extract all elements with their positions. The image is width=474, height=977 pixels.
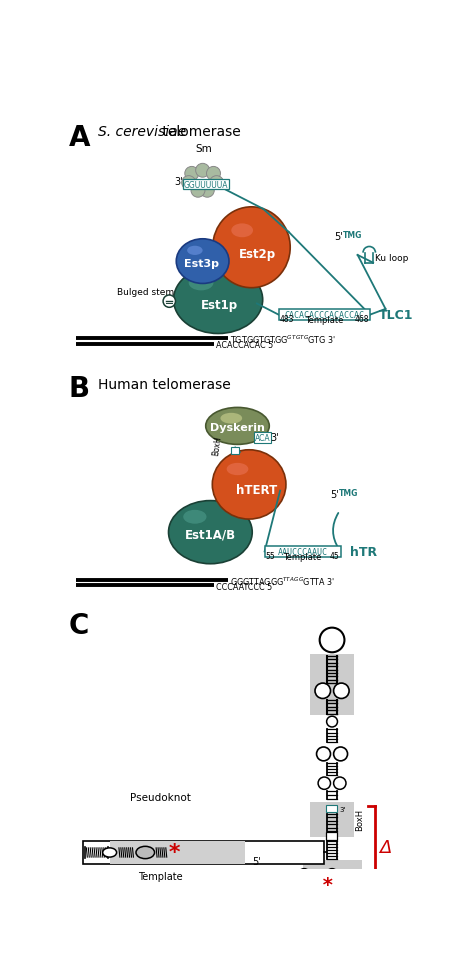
Circle shape [299, 869, 310, 879]
Text: telomerase: telomerase [158, 125, 241, 139]
Ellipse shape [212, 450, 286, 520]
Text: 483: 483 [279, 316, 294, 324]
Bar [326, 805, 337, 813]
Text: Δ: Δ [379, 838, 392, 856]
Text: Template: Template [283, 552, 322, 561]
Text: S. cerevisiae: S. cerevisiae [98, 125, 186, 139]
Text: Dyskerin: Dyskerin [210, 423, 265, 433]
Ellipse shape [169, 501, 252, 564]
Text: *: * [167, 842, 181, 863]
Circle shape [210, 177, 224, 191]
Ellipse shape [189, 276, 213, 291]
Text: 5': 5' [253, 856, 261, 866]
Text: A: A [69, 123, 90, 151]
Ellipse shape [231, 224, 253, 238]
Circle shape [185, 167, 199, 181]
Circle shape [182, 177, 196, 191]
Ellipse shape [176, 239, 229, 284]
Text: Est3p: Est3p [183, 258, 219, 269]
Text: 3': 3' [175, 177, 183, 187]
Circle shape [318, 778, 330, 789]
Bar [302, 861, 362, 893]
Text: C: C [69, 612, 89, 640]
Text: *: * [321, 875, 333, 894]
Circle shape [163, 296, 175, 308]
Bar [231, 448, 239, 454]
Circle shape [327, 716, 337, 727]
Text: 55: 55 [265, 551, 275, 560]
Bar [109, 841, 245, 864]
Ellipse shape [227, 463, 248, 476]
Ellipse shape [206, 408, 269, 445]
Circle shape [317, 747, 330, 761]
Text: hTR: hTR [350, 545, 377, 558]
Text: 5': 5' [334, 232, 343, 241]
Text: 3': 3' [270, 433, 279, 443]
Text: 468: 468 [355, 316, 369, 324]
Text: CACACACCCACACCAC: CACACACCCACACCAC [284, 311, 365, 319]
Text: hTERT: hTERT [236, 483, 277, 496]
Text: TLC1: TLC1 [379, 309, 413, 321]
Ellipse shape [173, 267, 263, 334]
Text: Est2p: Est2p [239, 247, 276, 261]
Text: Pseudoknot: Pseudoknot [129, 791, 191, 802]
Circle shape [334, 778, 346, 789]
Ellipse shape [136, 846, 155, 859]
Circle shape [207, 167, 220, 181]
Circle shape [327, 869, 337, 879]
Text: ACACCACAC 5': ACACCACAC 5' [216, 340, 275, 350]
Circle shape [315, 683, 330, 699]
Text: Template: Template [305, 316, 344, 325]
Ellipse shape [187, 246, 202, 256]
Bar [310, 802, 354, 837]
Circle shape [191, 184, 205, 198]
Circle shape [201, 184, 214, 198]
Text: CCCAATCCC 5': CCCAATCCC 5' [216, 582, 274, 591]
Text: Est1A/B: Est1A/B [185, 529, 236, 541]
Text: TMG: TMG [343, 232, 362, 240]
Text: Est1p: Est1p [201, 298, 238, 312]
Bar [264, 546, 341, 557]
Text: 3': 3' [340, 806, 346, 812]
Ellipse shape [103, 848, 117, 857]
Text: B: B [69, 375, 90, 403]
Circle shape [334, 683, 349, 699]
Bar [326, 832, 337, 840]
Circle shape [334, 747, 347, 761]
Bar [310, 655, 354, 716]
Text: GGGTTAGGG$^{TT}$$^{A}$$^{GG}$GTTA 3': GGGTTAGGG$^{TT}$$^{A}$$^{GG}$GTTA 3' [230, 574, 335, 587]
Bar [279, 310, 370, 321]
Ellipse shape [183, 510, 207, 524]
Ellipse shape [220, 413, 242, 424]
Ellipse shape [213, 208, 290, 288]
Text: BoxH: BoxH [211, 435, 223, 455]
Text: GGUUUUUA: GGUUUUUA [183, 181, 228, 190]
Text: Template: Template [137, 871, 182, 881]
Text: BoxH: BoxH [356, 809, 365, 830]
Text: TMG: TMG [339, 488, 358, 498]
Text: 45: 45 [330, 551, 340, 560]
Text: Ku loop: Ku loop [375, 253, 409, 263]
Text: AAUCCCAAUC: AAUCCCAAUC [278, 547, 328, 556]
Bar [118, 871, 202, 882]
Circle shape [196, 164, 210, 178]
Text: Human telomerase: Human telomerase [98, 377, 231, 391]
Text: Sm: Sm [196, 145, 212, 154]
Bar [82, 841, 324, 864]
Text: ACA: ACA [255, 434, 270, 443]
Text: Bulged stem: Bulged stem [117, 288, 174, 297]
Text: 5': 5' [330, 489, 339, 499]
Text: TGTGGTGTGG$^{GT}$$^{GT}$$^{G}$GTG 3': TGTGGTGTGG$^{GT}$$^{GT}$$^{G}$GTG 3' [230, 333, 336, 346]
Circle shape [319, 628, 345, 653]
